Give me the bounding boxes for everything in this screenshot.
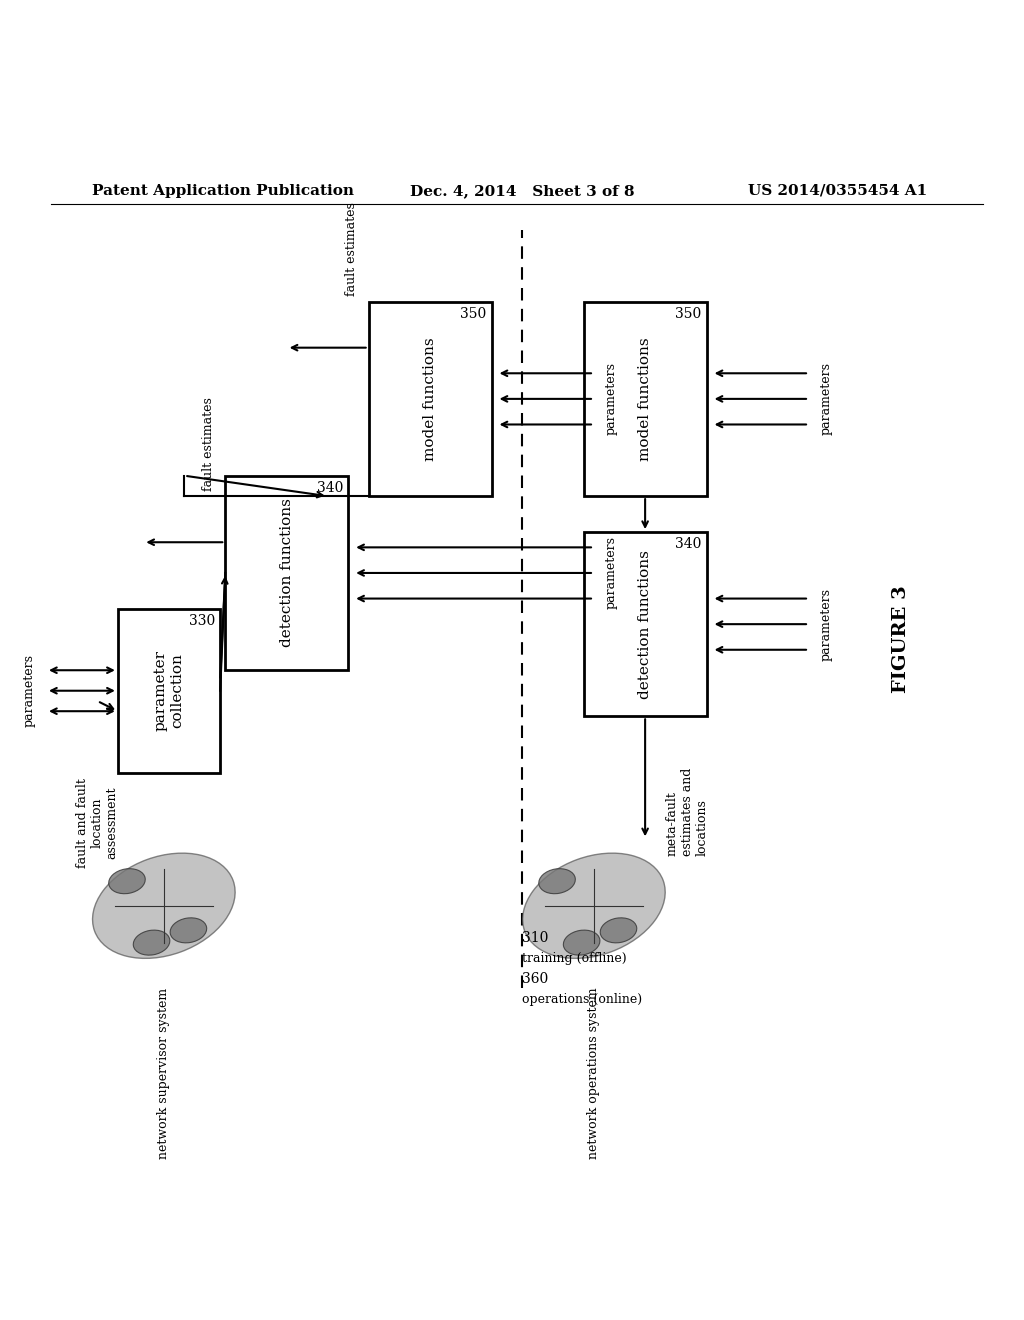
Text: 350: 350 [675,306,701,321]
Text: 310: 310 [522,932,549,945]
Text: network supervisor system: network supervisor system [158,987,170,1159]
Bar [225,475,348,671]
Text: 360: 360 [522,973,549,986]
Text: parameters: parameters [23,655,36,727]
Text: 330: 330 [188,614,215,628]
Text: 350: 350 [460,306,486,321]
Text: 340: 340 [316,480,343,495]
Text: fault and fault
location
assessment: fault and fault location assessment [76,777,119,867]
Ellipse shape [133,931,170,956]
Bar [584,301,707,496]
Text: parameters: parameters [604,363,617,436]
Ellipse shape [539,869,575,894]
Ellipse shape [522,853,666,958]
Text: model functions: model functions [423,337,437,461]
Text: meta-fault
estimates and
locations: meta-fault estimates and locations [666,767,709,855]
Text: training (offline): training (offline) [522,952,627,965]
Ellipse shape [92,853,236,958]
Text: parameter
collection: parameter collection [154,651,184,731]
Ellipse shape [600,917,637,942]
Text: fault estimates: fault estimates [202,397,215,491]
Ellipse shape [109,869,145,894]
Text: parameters: parameters [819,363,833,436]
Bar [118,609,220,772]
Ellipse shape [563,931,600,956]
Text: detection functions: detection functions [638,549,652,698]
Ellipse shape [170,917,207,942]
Text: US 2014/0355454 A1: US 2014/0355454 A1 [748,183,927,198]
Text: parameters: parameters [819,587,833,660]
Text: network operations system: network operations system [588,987,600,1159]
Text: detection functions: detection functions [280,499,294,647]
Text: operations (online): operations (online) [522,993,642,1006]
Text: parameters: parameters [604,536,617,610]
Text: Dec. 4, 2014   Sheet 3 of 8: Dec. 4, 2014 Sheet 3 of 8 [410,183,634,198]
Text: Patent Application Publication: Patent Application Publication [92,183,354,198]
Text: FIGURE 3: FIGURE 3 [892,586,910,693]
Bar [369,301,492,496]
Bar [584,532,707,717]
Text: 340: 340 [675,537,701,552]
Text: model functions: model functions [638,337,652,461]
Text: fault estimates: fault estimates [345,202,358,297]
